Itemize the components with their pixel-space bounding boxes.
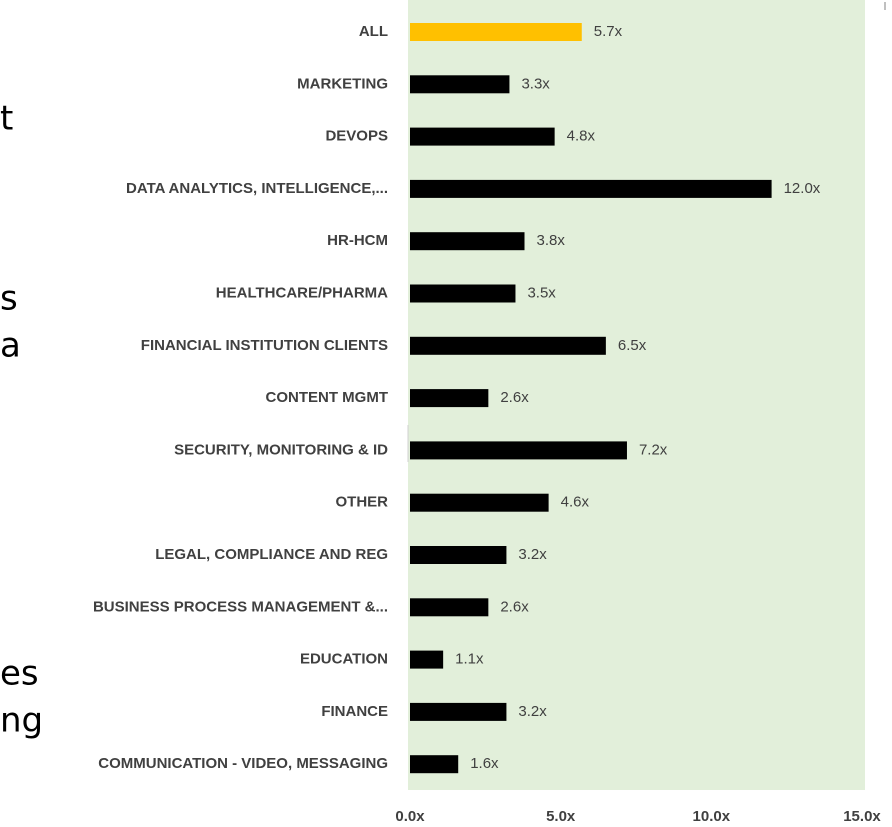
category-label: LEGAL, COMPLIANCE AND REG [155, 546, 388, 563]
category-label: ALL [359, 23, 388, 40]
value-label: 4.6x [561, 494, 590, 511]
bar [410, 702, 507, 721]
bar [410, 441, 627, 460]
category-label: CONTENT MGMT [266, 389, 388, 406]
value-label: 3.8x [537, 232, 566, 249]
x-tick-label: 10.0x [693, 808, 731, 825]
bar [410, 75, 510, 94]
bar [410, 232, 525, 251]
text-fragment: ng [0, 701, 43, 741]
value-label: 3.2x [518, 546, 547, 563]
category-label: DATA ANALYTICS, INTELLIGENCE,... [126, 180, 388, 197]
category-label: EDUCATION [300, 651, 388, 668]
value-label: 12.0x [784, 180, 821, 197]
category-label: HR-HCM [327, 232, 388, 249]
bar [410, 127, 555, 146]
text-fragment: t [0, 99, 13, 139]
value-label: 3.3x [521, 75, 550, 92]
text-fragment: s [0, 279, 18, 319]
category-label: SECURITY, MONITORING & ID [174, 441, 388, 458]
value-label: 6.5x [618, 337, 647, 354]
bar [410, 546, 507, 564]
bar [410, 389, 489, 408]
value-label: 4.8x [567, 128, 596, 145]
value-label: 1.1x [455, 651, 484, 668]
value-label: 2.6x [500, 598, 529, 615]
category-label: COMMUNICATION - VIDEO, MESSAGING [98, 755, 388, 772]
category-label: HEALTHCARE/PHARMA [216, 284, 388, 301]
category-label: OTHER [336, 494, 389, 511]
bar [410, 336, 606, 355]
bar [410, 755, 459, 774]
text-fragment: a [0, 326, 21, 366]
category-label: DEVOPS [325, 128, 388, 145]
bar [410, 650, 444, 669]
bar [410, 284, 516, 303]
category-label: MARKETING [297, 75, 388, 92]
value-label: 2.6x [500, 389, 529, 406]
text-fragment: es [0, 654, 39, 694]
x-tick-label: 0.0x [395, 808, 425, 825]
bar [410, 598, 489, 617]
x-tick-label: 5.0x [546, 808, 576, 825]
bar [410, 179, 772, 198]
value-label: 7.2x [639, 441, 668, 458]
value-label: 5.7x [594, 23, 623, 40]
value-label: 3.2x [518, 703, 547, 720]
value-label: 1.6x [470, 755, 499, 772]
x-tick-label: 15.0x [843, 808, 881, 825]
bar [410, 493, 549, 512]
category-label: FINANCE [321, 703, 388, 720]
bar [410, 23, 582, 41]
category-label: FINANCIAL INSTITUTION CLIENTS [141, 337, 388, 354]
category-label: BUSINESS PROCESS MANAGEMENT &... [93, 598, 388, 615]
value-label: 3.5x [527, 284, 556, 301]
